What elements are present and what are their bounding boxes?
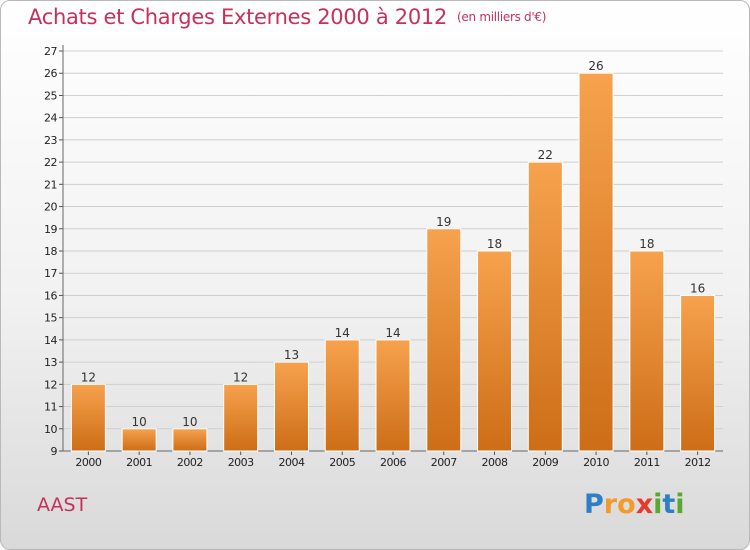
data-label-2008: 18 xyxy=(487,237,502,251)
y-tick-label: 18 xyxy=(44,245,57,258)
y-tick-label: 10 xyxy=(44,423,57,436)
data-label-2012: 16 xyxy=(690,281,705,295)
proxiti-logo: Proxiti xyxy=(584,489,685,520)
data-label-2004: 13 xyxy=(284,348,299,362)
bar-2007 xyxy=(426,228,462,452)
data-label-2000: 12 xyxy=(81,370,96,384)
bar-2003 xyxy=(223,383,259,452)
data-label-2007: 19 xyxy=(436,215,451,229)
y-tick-label: 25 xyxy=(44,89,57,102)
x-tick-label-2007: 2007 xyxy=(431,456,457,469)
y-tick-label: 9 xyxy=(51,445,58,458)
bar-2001 xyxy=(121,428,157,452)
bar-2006 xyxy=(375,339,411,452)
x-tick-label-2011: 2011 xyxy=(634,456,660,469)
logo-letter: t xyxy=(662,489,676,520)
y-tick-label: 15 xyxy=(44,312,57,325)
data-label-2001: 10 xyxy=(132,415,147,429)
chart-title: Achats et Charges Externes 2000 à 2012 (e… xyxy=(28,5,546,29)
x-tick-label-2002: 2002 xyxy=(177,456,203,469)
x-tick-label-2012: 2012 xyxy=(685,456,711,469)
x-tick-label-2010: 2010 xyxy=(583,456,609,469)
bar-2009 xyxy=(527,161,563,452)
commune-name: AAST xyxy=(37,494,88,516)
y-tick-label: 12 xyxy=(44,378,57,391)
bars xyxy=(70,72,716,452)
data-label-2011: 18 xyxy=(639,237,654,251)
labels: 12 10 10 12 13 14 14 19 18 22 26 18 16 xyxy=(81,59,706,429)
data-label-2003: 12 xyxy=(233,370,248,384)
x-tick-label-2003: 2003 xyxy=(228,456,254,469)
x-tick-label-2005: 2005 xyxy=(329,456,355,469)
bar-2008 xyxy=(477,250,513,452)
y-tick-label: 20 xyxy=(44,201,57,214)
bar-2004 xyxy=(273,361,309,452)
bar-2010 xyxy=(578,72,614,452)
y-tick-label: 22 xyxy=(44,156,57,169)
data-label-2010: 26 xyxy=(588,59,603,73)
logo-letter: x xyxy=(635,489,654,520)
data-label-2006: 14 xyxy=(385,326,400,340)
logo-letter: o xyxy=(617,489,636,520)
y-tick-label: 26 xyxy=(44,67,57,80)
bar-2012 xyxy=(680,294,716,452)
x-tick-label-2006: 2006 xyxy=(380,456,406,469)
y-tick-label: 11 xyxy=(44,401,57,414)
y-tick-label: 24 xyxy=(44,112,57,125)
data-label-2002: 10 xyxy=(182,415,197,429)
x-tick-label-2008: 2008 xyxy=(482,456,508,469)
data-label-2009: 22 xyxy=(538,148,553,162)
logo-letter: i xyxy=(653,489,663,520)
bar-2005 xyxy=(324,339,360,452)
y-tick-label: 13 xyxy=(44,356,57,369)
chart-title-text: Achats et Charges Externes 2000 à 2012 xyxy=(28,5,448,29)
y-tick-label: 27 xyxy=(44,45,57,58)
y-tick-label: 14 xyxy=(44,334,57,347)
data-label-2005: 14 xyxy=(335,326,350,340)
y-tick-label: 19 xyxy=(44,223,57,236)
x-tick-label-2004: 2004 xyxy=(278,456,304,469)
bar-2000 xyxy=(70,383,106,452)
y-tick-label: 21 xyxy=(44,178,57,191)
chart-subtitle: (en milliers d'€) xyxy=(457,10,547,24)
logo-letter: i xyxy=(675,489,685,520)
y-tick-label: 17 xyxy=(44,267,57,280)
y-tick-label: 16 xyxy=(44,289,57,302)
x-tick-label-2001: 2001 xyxy=(126,456,152,469)
x-tick-label-2000: 2000 xyxy=(75,456,101,469)
bar-2002 xyxy=(172,428,208,452)
logo-letter: P xyxy=(584,489,604,520)
x-tick-label-2009: 2009 xyxy=(532,456,558,469)
bar-2011 xyxy=(629,250,665,452)
y-tick-label: 23 xyxy=(44,134,57,147)
logo-letter: r xyxy=(603,489,618,520)
